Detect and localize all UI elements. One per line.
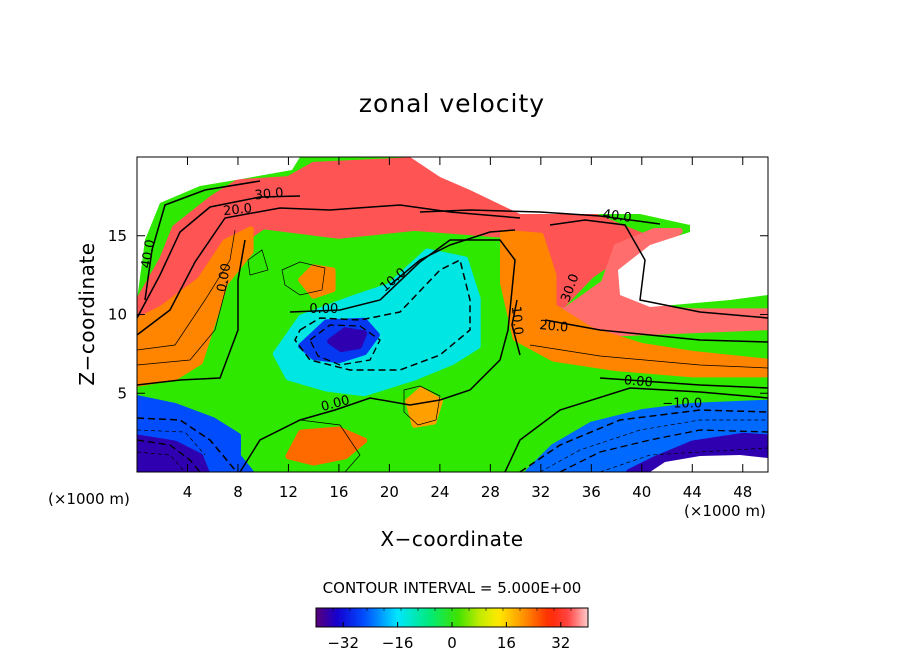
x-unit-label-left: (×1000 m) [48, 490, 130, 508]
chart-title: zonal velocity [359, 89, 545, 118]
x-tick-label: 40 [632, 483, 651, 501]
x-tick-label: 20 [380, 483, 399, 501]
x-tick-label: 32 [531, 483, 550, 501]
colorbar-tick-label: −16 [382, 634, 414, 652]
x-tick-label: 16 [329, 483, 348, 501]
contour-label: 0.00 [215, 262, 235, 293]
contour-line-20 [137, 204, 768, 343]
contour-lines [137, 180, 768, 472]
y-tick-label: 10 [108, 306, 127, 324]
color-region-warm-blob-a [285, 426, 368, 466]
x-unit-label-right: (×1000 m) [684, 502, 766, 520]
contour-label: 30.0 [254, 186, 284, 204]
colorbar-tick-label: −32 [327, 634, 359, 652]
contour-line-thin-a [137, 229, 768, 472]
color-region-right-warm [500, 229, 768, 378]
contour-line-30 [137, 195, 768, 319]
contour-line-neg20 [137, 324, 768, 472]
contour-label: 40.0 [602, 207, 633, 226]
missing-data-regions [137, 157, 768, 472]
contour-line-0-left [137, 239, 768, 472]
x-tick-label: 36 [582, 483, 601, 501]
x-tick-label: 44 [683, 483, 702, 501]
blank-top-left [137, 157, 300, 300]
y-tick-label: 15 [108, 227, 127, 245]
contour-interval-text: CONTOUR INTERVAL = 5.000E+00 [323, 579, 582, 597]
contour-line-40-upper [144, 180, 661, 301]
x-tick-label: 4 [183, 483, 193, 501]
color-region-warm-blob-b [405, 387, 443, 428]
contour-label: −10.0 [662, 396, 702, 411]
x-axis-label: X−coordinate [380, 527, 523, 551]
contour-label: 20.0 [539, 318, 569, 335]
x-tick-label: 24 [430, 483, 449, 501]
y-tick-label: 5 [117, 384, 127, 402]
contour-label: 20.0 [222, 201, 252, 219]
blank-top-right [410, 157, 768, 307]
contour-label: 40.0 [139, 238, 159, 269]
contour-line-10 [389, 229, 521, 356]
contour-line-neg10 [137, 258, 768, 472]
x-tick-label: 48 [733, 483, 752, 501]
contour-label: 10.0 [508, 305, 525, 335]
contour-line-0-right [504, 387, 768, 472]
plot-area: 30.020.040.040.00.000.0010.010.030.020.0… [137, 157, 768, 472]
y-tick-labels: 5 10 15 [108, 227, 127, 402]
color-region-warm-blob-c [298, 264, 336, 299]
colorbar-tick-label: 16 [497, 634, 516, 652]
color-region-bottom-left-deep [137, 434, 210, 472]
contour-label: 0.00 [320, 393, 352, 415]
axis-ticks [137, 157, 768, 472]
y-axis-label: Z−coordinate [75, 242, 99, 385]
x-tick-label: 28 [481, 483, 500, 501]
color-region-vortex-center [327, 327, 368, 353]
colorbar-tick-label: 0 [447, 634, 457, 652]
x-tick-labels: 4 8 12 16 20 24 28 32 36 40 44 48 [183, 483, 753, 501]
colorbar-ticks: −32 −16 0 16 32 [315, 608, 589, 652]
color-region-left-warm [137, 226, 254, 387]
contour-label: 0.00 [309, 302, 338, 317]
x-tick-label: 12 [279, 483, 298, 501]
contour-label: 0.00 [623, 373, 653, 390]
blank-bottom-right [650, 455, 768, 472]
x-tick-label: 8 [233, 483, 243, 501]
colorbar-tick-label: 32 [551, 634, 570, 652]
